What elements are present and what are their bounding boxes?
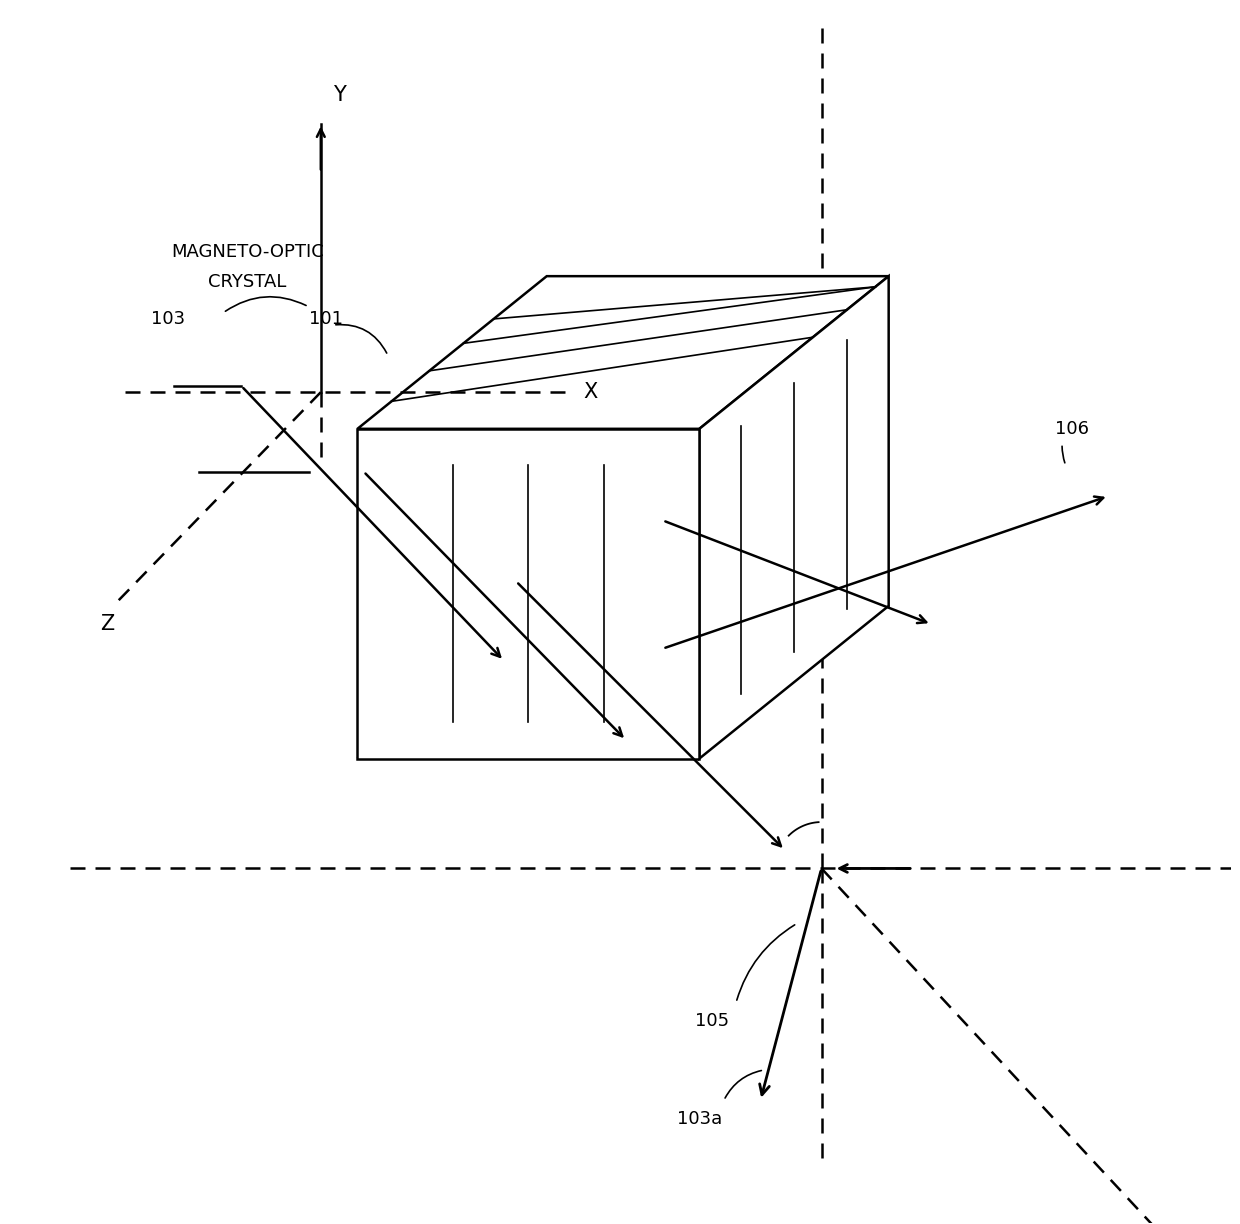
Text: 103: 103 [151, 310, 185, 328]
Polygon shape [357, 277, 889, 428]
Text: Y: Y [332, 86, 346, 105]
Text: 101: 101 [309, 310, 342, 328]
Text: 106: 106 [1055, 420, 1089, 438]
Text: 103a: 103a [677, 1110, 722, 1127]
Text: MAGNETO-OPTIC: MAGNETO-OPTIC [171, 242, 324, 261]
Text: X: X [583, 382, 598, 403]
Text: 105: 105 [694, 1012, 729, 1031]
Polygon shape [357, 428, 699, 759]
Text: Z: Z [100, 614, 114, 634]
Text: CRYSTAL: CRYSTAL [208, 273, 286, 291]
Polygon shape [699, 277, 889, 759]
